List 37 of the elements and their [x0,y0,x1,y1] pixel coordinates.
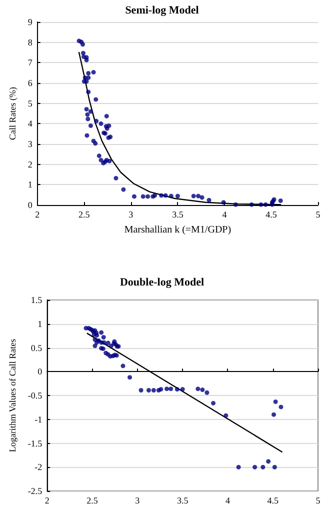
y-axis-title: Call Rates (%) [8,87,18,140]
x-tick-label: 3.5 [176,496,189,505]
y-tick-label: 3 [28,139,33,149]
x-tick-label: 4 [225,496,230,505]
y-tick-label: 1 [28,180,32,190]
y-tick-label: -1.5 [28,438,43,448]
x-tick-label: 3.5 [172,210,184,220]
x-tick-label: 4.5 [266,210,278,220]
y-tick-label: 1.5 [30,295,43,305]
x-tick-label: 5 [316,210,321,220]
y-tick-label: 1 [38,318,42,329]
x-tick-label: 4.5 [267,496,279,505]
x-tick-label: 3 [128,210,134,220]
y-tick-label: 2 [28,159,32,170]
y-tick-label: 8 [28,37,33,48]
chart-title: Semi-log Model [125,4,199,16]
chart-title: Double-log Model [120,276,204,288]
x-tick-label: 2.5 [86,496,98,505]
y-tick-label: 0.5 [30,342,43,353]
y-tick-label: 7 [28,58,33,68]
y-tick-label: 4 [28,118,33,129]
x-tick-label: 3 [135,496,140,505]
y-tick-label: 9 [28,17,33,27]
y-tick-label: 0 [38,366,43,377]
y-tick-label: -2 [34,462,42,472]
x-tick-label: 2.5 [78,210,90,220]
y-tick-label: -0.5 [28,390,43,400]
y-tick-label: 5 [28,98,33,108]
y-tick-label: 6 [28,78,33,88]
x-tick-label: 4 [222,210,228,220]
x-axis-title: Marshallian k (=M1/GDP) [124,224,232,236]
y-tick-label: 0 [28,200,33,210]
y-tick-label: -1 [34,414,42,424]
x-tick-label: 2 [44,496,50,505]
y-tick-label: -2.5 [28,486,43,496]
y-axis-title: Logarithm Values of Call Rates [8,338,18,452]
x-tick-label: 5 [316,496,321,505]
